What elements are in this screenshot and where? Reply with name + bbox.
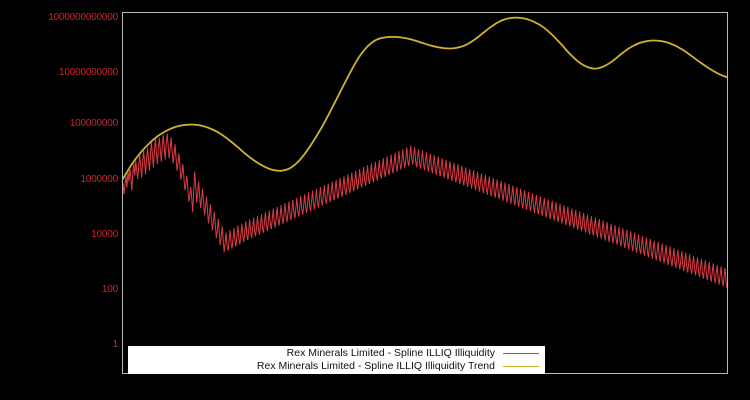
y-tick-label: 10000: [91, 229, 118, 240]
y-tick-label: 100000000: [69, 118, 118, 129]
y-tick-label: 1000000: [80, 174, 118, 185]
y-axis-tick-labels: 1000000000000 10000000000 100000000 1000…: [0, 0, 118, 400]
legend-row-trend: Rex Minerals Limited - Spline ILLIQ Illi…: [128, 360, 545, 373]
legend-row-illiquidity: Rex Minerals Limited - Spline ILLIQ Illi…: [128, 347, 545, 360]
y-tick-label: 100: [101, 284, 118, 295]
trend-line-path: [123, 16, 727, 180]
legend-label-illiquidity: Rex Minerals Limited - Spline ILLIQ Illi…: [286, 347, 495, 359]
chart-legend: Rex Minerals Limited - Spline ILLIQ Illi…: [128, 346, 545, 374]
illiquidity-line-path: [123, 133, 727, 288]
legend-swatch-illiquidity: [503, 353, 539, 354]
y-tick-label: 1: [112, 339, 119, 350]
y-tick-label: 1000000000000: [48, 12, 118, 23]
plot-canvas: [123, 16, 727, 288]
y-tick-label: 10000000000: [59, 67, 118, 78]
legend-label-trend: Rex Minerals Limited - Spline ILLIQ Illi…: [256, 360, 495, 372]
legend-swatch-trend: [503, 366, 539, 367]
